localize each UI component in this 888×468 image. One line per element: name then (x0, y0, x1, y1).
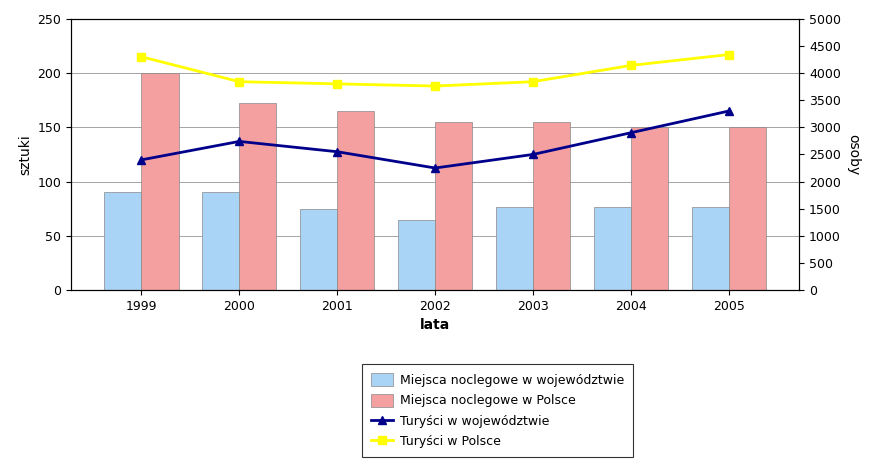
Legend: Miejsca noclegowe w województwie, Miejsca noclegowe w Polsce, Turyści w wojewódz: Miejsca noclegowe w województwie, Miejsc… (362, 365, 632, 457)
Turyści w Polsce (626, 63, 637, 68)
Turyści w Polsce (527, 79, 538, 85)
Turyści w Polsce (136, 54, 147, 59)
Bar (141, 73, 178, 290)
Turyści w województwie (626, 130, 637, 136)
Bar (631, 127, 668, 290)
Turyści w Polsce (724, 52, 734, 58)
Bar (202, 192, 239, 290)
Turyści w Polsce (430, 83, 440, 89)
Bar (729, 127, 766, 290)
Turyści w województwie (234, 139, 244, 144)
Turyści w województwie (136, 157, 147, 163)
Bar (239, 103, 276, 290)
Bar (398, 219, 435, 290)
Turyści w województwie (430, 165, 440, 171)
Turyści w Polsce (234, 79, 244, 85)
Bar (692, 206, 729, 290)
Line: Turyści w województwie: Turyści w województwie (137, 107, 733, 172)
Bar (300, 209, 337, 290)
X-axis label: lata: lata (420, 318, 450, 332)
Bar (104, 192, 141, 290)
Bar (594, 206, 631, 290)
Y-axis label: osoby: osoby (846, 134, 860, 175)
Turyści w Polsce (332, 81, 343, 87)
Line: Turyści w Polsce: Turyści w Polsce (137, 51, 733, 90)
Turyści w województwie (332, 149, 343, 154)
Bar (435, 122, 472, 290)
Bar (496, 206, 533, 290)
Turyści w województwie (527, 152, 538, 157)
Bar (337, 111, 375, 290)
Bar (533, 122, 570, 290)
Y-axis label: sztuki: sztuki (18, 134, 32, 175)
Turyści w województwie (724, 108, 734, 114)
